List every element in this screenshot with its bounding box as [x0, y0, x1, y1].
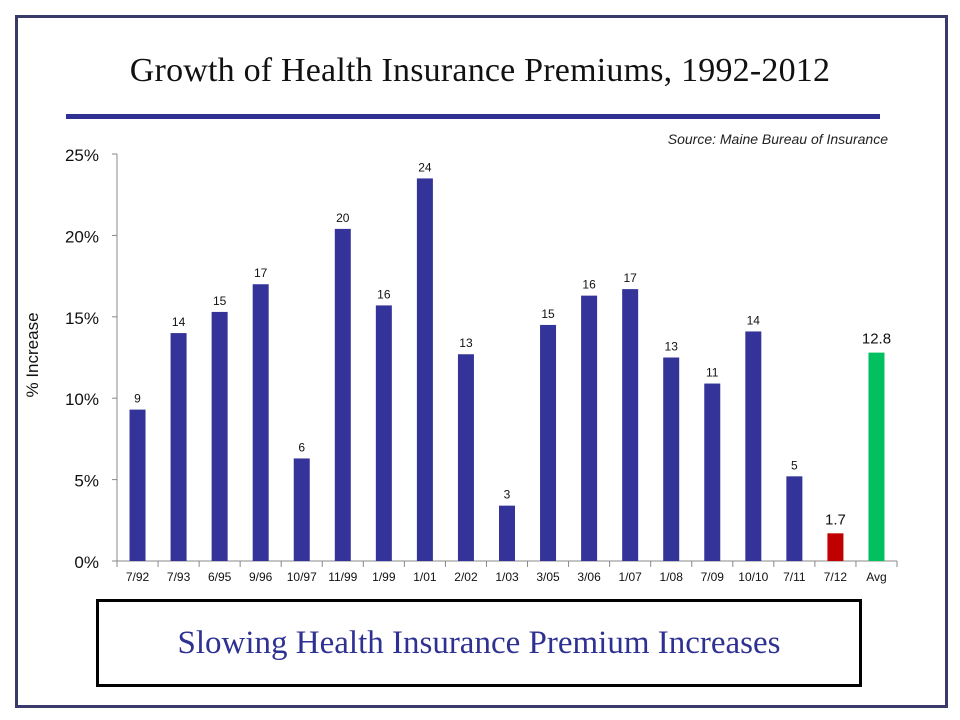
x-tick-label: 10/97: [287, 570, 317, 584]
data-label: 1.7: [825, 511, 846, 528]
bar-10-10: [745, 331, 762, 561]
data-label: 6: [298, 440, 305, 454]
y-tick-label: 15%: [65, 309, 99, 328]
y-tick-label: 25%: [65, 146, 99, 165]
x-tick-label: 1/01: [413, 570, 437, 584]
bar-7-92: [129, 409, 146, 561]
callout-text: Slowing Health Insurance Premium Increas…: [177, 624, 781, 661]
x-tick-label: 1/08: [660, 570, 684, 584]
bar-chart: 0% 5% 10% 15% 20% 25% 7/92 7/93 6/95 9/96 10/97 11…: [23, 146, 898, 584]
y-axis: 0% 5% 10% 15% 20% 25%: [65, 146, 118, 572]
x-tick-label: 2/02: [454, 570, 478, 584]
bar-10-97: [293, 458, 310, 561]
data-label: 13: [459, 336, 473, 350]
x-tick-label: 6/95: [208, 570, 232, 584]
y-tick-label: 10%: [65, 390, 99, 409]
x-tick-label: 3/05: [536, 570, 560, 584]
callout-box: Slowing Health Insurance Premium Increas…: [96, 599, 862, 687]
x-tick-label: 7/11: [783, 570, 806, 584]
data-label: 14: [172, 315, 186, 329]
data-label: 24: [418, 160, 432, 174]
bar-1-01: [416, 178, 433, 562]
data-label: 11: [706, 366, 719, 380]
y-tick-label: 20%: [65, 227, 99, 246]
data-label: 9: [134, 392, 141, 406]
bar-9-96: [252, 284, 269, 561]
bar-2-02: [457, 354, 474, 561]
x-tick-label: 7/92: [126, 570, 150, 584]
data-label: 3: [504, 488, 511, 502]
x-tick-label: 7/12: [824, 570, 848, 584]
bar-7-93: [170, 333, 187, 561]
data-label: 17: [623, 271, 637, 285]
x-tick-label: Avg: [866, 570, 886, 584]
x-tick-label: 7/93: [167, 570, 191, 584]
title-underline-rule: [66, 114, 880, 119]
data-label: 12.8: [862, 331, 891, 348]
bar-7-12: [827, 533, 844, 561]
bar-avg: [868, 352, 885, 561]
data-label: 17: [254, 266, 268, 280]
bar-1-99: [375, 305, 392, 561]
data-label: 16: [377, 287, 391, 301]
x-tick-label: 1/07: [618, 570, 642, 584]
data-label: 15: [541, 307, 555, 321]
x-tick-label: 10/10: [738, 570, 768, 584]
bars: [129, 178, 885, 562]
y-tick-label: 0%: [74, 553, 99, 572]
bar-7-11: [786, 476, 803, 561]
data-label: 14: [747, 313, 761, 327]
y-axis-label: % Increase: [23, 312, 42, 397]
x-tick-label: 9/96: [249, 570, 273, 584]
x-tick-label: 7/09: [701, 570, 725, 584]
source-note: Source: Maine Bureau of Insurance: [667, 131, 888, 147]
slide-title: Growth of Health Insurance Premiums, 199…: [129, 52, 831, 89]
x-tick-label: 11/99: [328, 570, 357, 584]
data-label: 15: [213, 294, 227, 308]
bar-3-05: [540, 324, 557, 561]
x-tick-label: 3/06: [577, 570, 601, 584]
bar-3-06: [581, 295, 598, 561]
data-label: 16: [582, 278, 596, 292]
bar-11-99: [334, 228, 351, 561]
x-axis: 7/92 7/93 6/95 9/96 10/97 11/99 1/99 1/01 2/02 1/…: [112, 560, 898, 584]
data-label: 20: [336, 211, 350, 225]
bar-7-09: [704, 383, 721, 561]
x-tick-label: 1/03: [495, 570, 519, 584]
y-tick-label: 5%: [74, 472, 99, 491]
data-label: 13: [665, 340, 679, 354]
data-labels: 9 14 15 17 6 20 16 24 13 3 15 16 17 13 11 14 5 1.7 12.8: [134, 160, 891, 528]
bar-1-03: [499, 505, 515, 561]
bar-6-95: [211, 311, 228, 561]
bar-1-08: [663, 357, 680, 561]
x-tick-label: 1/99: [372, 570, 396, 584]
slide-frame: [15, 15, 948, 708]
data-label: 5: [791, 458, 798, 472]
bar-1-07: [622, 289, 639, 561]
